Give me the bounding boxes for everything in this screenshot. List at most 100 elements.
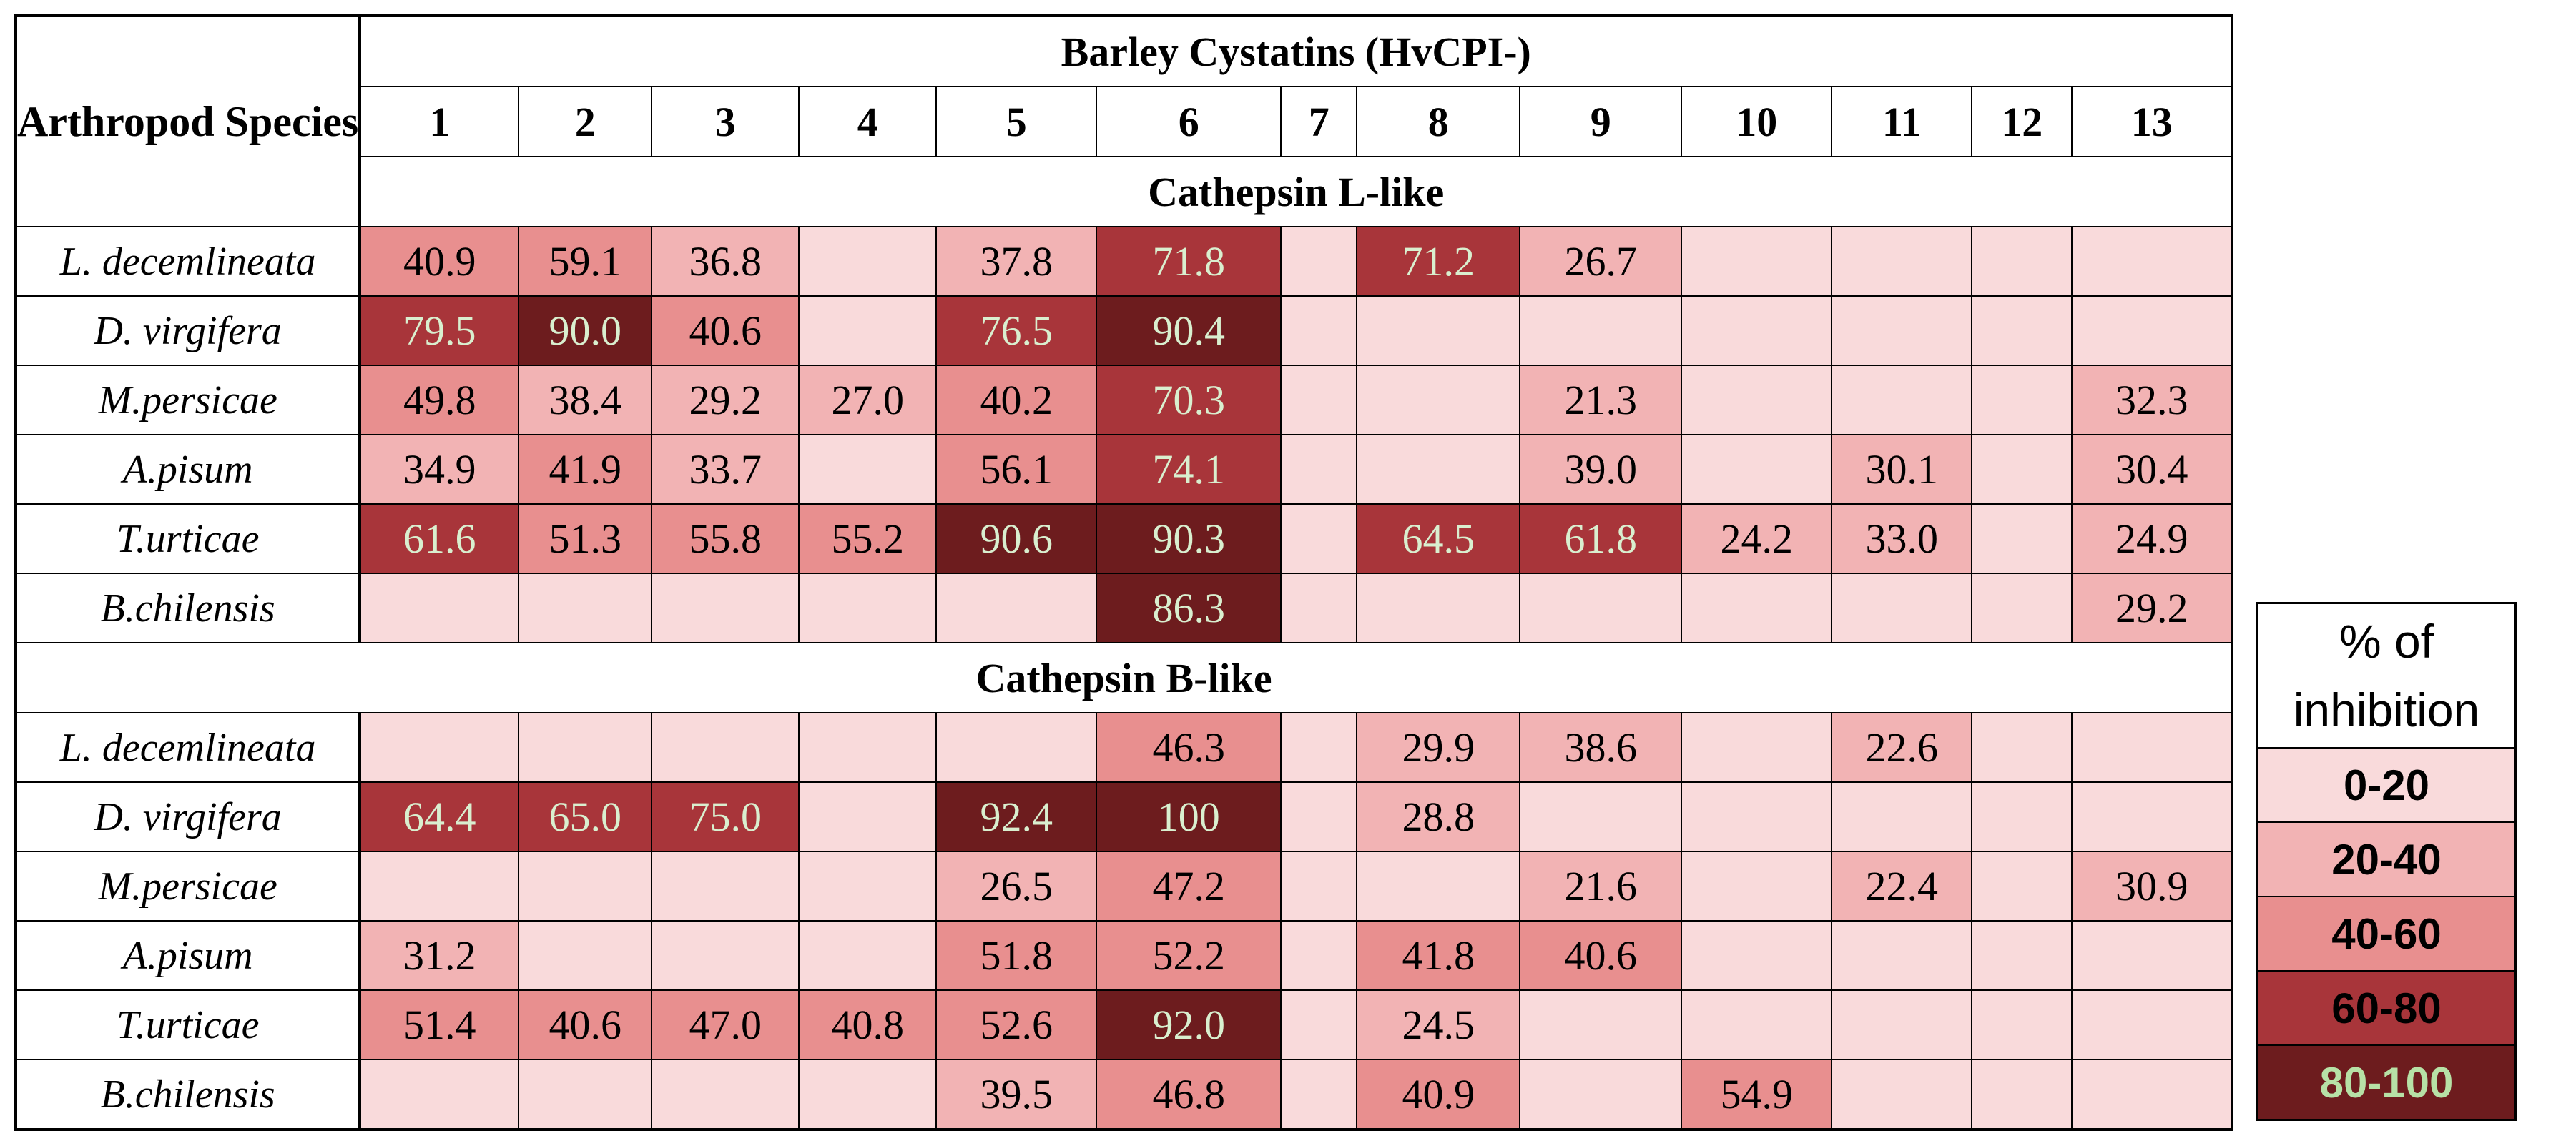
heatmap-cell: [1681, 712, 1833, 783]
heatmap-cell: 39.5: [935, 1059, 1098, 1130]
heatmap-cell: 38.4: [518, 365, 653, 435]
heatmap-cell: 90.0: [518, 295, 653, 366]
heatmap-cell: [1831, 781, 1973, 852]
heatmap-cell: [1971, 573, 2073, 643]
heatmap-cell: [651, 573, 800, 643]
table-row: B.chilensis 39.5 46.8 40.9 54.9: [14, 1059, 2233, 1130]
heatmap-cell: [518, 851, 653, 922]
heatmap-cell: 33.0: [1831, 503, 1973, 574]
heatmap-cell: 38.6: [1519, 712, 1683, 783]
heatmap-cell: 75.0: [651, 781, 800, 852]
species-label: B.chilensis: [14, 573, 362, 643]
heatmap-cell: 28.8: [1356, 781, 1521, 852]
legend-item: 20-40: [2256, 821, 2517, 897]
heatmap-cell: [1280, 989, 1358, 1060]
table-row: T.urticae 61.6 51.3 55.8 55.2 90.6 90.3 64.5 61.…: [14, 503, 2233, 574]
species-label: D. virgifera: [14, 295, 362, 366]
legend-item: 80-100: [2256, 1044, 2517, 1121]
heatmap-cell: [1519, 989, 1683, 1060]
heatmap-cell: 29.2: [651, 365, 800, 435]
heatmap-cell: 90.4: [1096, 295, 1282, 366]
heatmap-cell: [1356, 851, 1521, 922]
heatmap-cell: 90.3: [1096, 503, 1282, 574]
heatmap-cell: [1971, 295, 2073, 366]
heatmap-cell: 56.1: [935, 434, 1098, 505]
heatmap-cell: [1831, 295, 1973, 366]
heatmap-cell: [1519, 295, 1683, 366]
column-header-9: 9: [1519, 86, 1683, 157]
heatmap-cell: 92.0: [1096, 989, 1282, 1060]
table-row: L. decemlineata 40.9 59.1 36.8 37.8 71.8 71.2 2…: [14, 226, 2233, 297]
column-group-title: Barley Cystatins (HvCPI-): [359, 15, 2233, 87]
species-label: M.persicae: [14, 365, 362, 435]
column-header-13: 13: [2071, 86, 2233, 157]
column-header-6: 6: [1096, 86, 1282, 157]
table-row: L. decemlineata 46.3 29.9 38.6 22.6: [14, 712, 2233, 783]
heatmap-cell: 51.8: [935, 920, 1098, 991]
heatmap-cell: [798, 712, 938, 783]
heatmap-cell: 30.9: [2071, 851, 2233, 922]
heatmap-cell: [1971, 226, 2073, 297]
heatmap-cell: [1356, 295, 1521, 366]
heatmap-cell: [1280, 295, 1358, 366]
inhibition-heatmap-table: Arthropod Species Barley Cystatins (HvCP…: [14, 14, 2234, 1131]
heatmap-cell: 40.6: [518, 989, 653, 1060]
heatmap-cell: [1971, 503, 2073, 574]
heatmap-cell: [1831, 226, 1973, 297]
heatmap-cell: 40.2: [935, 365, 1098, 435]
heatmap-cell: 64.5: [1356, 503, 1521, 574]
species-label: A.pisum: [14, 920, 362, 991]
heatmap-cell: [2071, 1059, 2233, 1130]
heatmap-cell: [798, 434, 938, 505]
heatmap-cell: 34.9: [359, 434, 520, 505]
species-label: T.urticae: [14, 503, 362, 574]
heatmap-cell: 24.9: [2071, 503, 2233, 574]
heatmap-cell: 32.3: [2071, 365, 2233, 435]
heatmap-cell: [1280, 712, 1358, 783]
heatmap-cell: [1356, 434, 1521, 505]
heatmap-cell: 46.3: [1096, 712, 1282, 783]
table-row: D. virgifera 79.5 90.0 40.6 76.5 90.4: [14, 295, 2233, 366]
heatmap-cell: [518, 1059, 653, 1130]
heatmap-cell: [1971, 989, 2073, 1060]
heatmap-cell: 55.2: [798, 503, 938, 574]
heatmap-cell: [935, 573, 1098, 643]
column-header-12: 12: [1971, 86, 2073, 157]
heatmap-cell: [359, 851, 520, 922]
heatmap-cell: [1971, 1059, 2073, 1130]
heatmap-cell: [1519, 573, 1683, 643]
heatmap-cell: 40.9: [359, 226, 520, 297]
heatmap-cell: [798, 781, 938, 852]
heatmap-cell: [1681, 851, 1833, 922]
heatmap-cell: [1971, 365, 2073, 435]
species-label: A.pisum: [14, 434, 362, 505]
heatmap-cell: [2071, 295, 2233, 366]
heatmap-cell: [2071, 226, 2233, 297]
heatmap-cell: [1831, 1059, 1973, 1130]
heatmap-cell: 39.0: [1519, 434, 1683, 505]
heatmap-cell: [518, 712, 653, 783]
heatmap-cell: [1280, 434, 1358, 505]
heatmap-cell: 70.3: [1096, 365, 1282, 435]
column-header-4: 4: [798, 86, 938, 157]
heatmap-cell: [651, 1059, 800, 1130]
species-label: M.persicae: [14, 851, 362, 922]
heatmap-cell: 27.0: [798, 365, 938, 435]
legend-item: 40-60: [2256, 896, 2517, 972]
heatmap-cell: [1971, 434, 2073, 505]
heatmap-cell: [1971, 712, 2073, 783]
heatmap-cell: 79.5: [359, 295, 520, 366]
heatmap-cell: 36.8: [651, 226, 800, 297]
heatmap-cell: [1280, 503, 1358, 574]
heatmap-cell: [1831, 365, 1973, 435]
heatmap-cell: [518, 573, 653, 643]
table-row: B.chilensis 86.3 29.2: [14, 573, 2233, 643]
heatmap-cell: 51.4: [359, 989, 520, 1060]
heatmap-cell: [798, 295, 938, 366]
legend-item: 60-80: [2256, 970, 2517, 1046]
heatmap-cell: [1681, 295, 1833, 366]
column-header-1: 1: [359, 86, 520, 157]
heatmap-cell: [359, 573, 520, 643]
section-header-row: Cathepsin L-like: [16, 156, 2233, 227]
table-row: A.pisum 34.9 41.9 33.7 56.1 74.1 39.0 30.1 30.4: [14, 434, 2233, 505]
